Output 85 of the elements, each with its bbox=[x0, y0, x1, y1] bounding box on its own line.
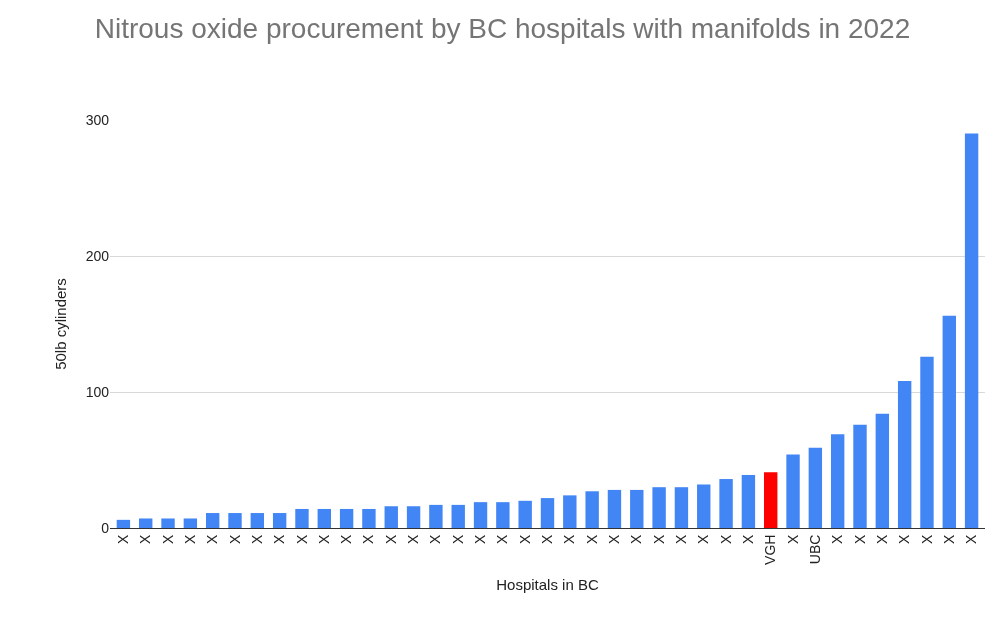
x-tick-label: X bbox=[315, 533, 332, 544]
x-tick-label: X bbox=[539, 533, 556, 544]
bar bbox=[719, 479, 733, 528]
bar bbox=[920, 356, 934, 528]
x-tick-label: X bbox=[137, 533, 154, 544]
bar bbox=[384, 506, 398, 528]
bar bbox=[697, 484, 711, 528]
x-tick-label: X bbox=[405, 533, 422, 544]
x-tick-label: X bbox=[561, 533, 578, 544]
bar bbox=[339, 508, 354, 528]
x-tick-label: X bbox=[427, 533, 444, 544]
bar bbox=[875, 413, 890, 528]
x-tick-label: X bbox=[918, 533, 935, 544]
x-tick-label: X bbox=[248, 533, 265, 544]
bar bbox=[295, 508, 309, 528]
bar bbox=[183, 518, 198, 528]
bar bbox=[853, 424, 867, 528]
x-tick-label: X bbox=[159, 533, 176, 544]
bar bbox=[228, 513, 242, 528]
x-tick-label: X bbox=[963, 533, 980, 544]
x-tick-label: X bbox=[829, 533, 846, 544]
x-tick-label: X bbox=[583, 533, 600, 544]
x-tick-label: VGH bbox=[762, 534, 779, 565]
bar bbox=[942, 315, 956, 528]
bar bbox=[139, 518, 153, 528]
y-tick-label: 100 bbox=[85, 383, 110, 400]
x-tick-label: X bbox=[114, 533, 131, 544]
bar bbox=[964, 133, 979, 528]
x-tick-label: X bbox=[271, 533, 288, 544]
x-tick-label: X bbox=[940, 533, 957, 544]
bar bbox=[362, 508, 376, 528]
bar bbox=[272, 513, 287, 528]
x-tick-label: X bbox=[672, 533, 689, 544]
bar bbox=[451, 504, 465, 528]
x-tick-label: X bbox=[650, 533, 667, 544]
bar bbox=[250, 513, 265, 528]
y-tick-label: 0 bbox=[101, 519, 110, 536]
x-tick-label: X bbox=[226, 533, 243, 544]
x-tick-label: X bbox=[873, 533, 890, 544]
bar bbox=[116, 519, 131, 528]
x-tick-label: X bbox=[293, 533, 310, 544]
bar bbox=[786, 454, 800, 528]
x-tick-label: X bbox=[784, 533, 801, 544]
y-tick-label: 200 bbox=[85, 247, 110, 264]
bar bbox=[830, 434, 845, 528]
bar bbox=[764, 472, 778, 528]
x-tick-label: X bbox=[472, 533, 489, 544]
x-tick-label: UBC bbox=[806, 534, 823, 565]
x-tick-label: X bbox=[449, 533, 466, 544]
bar bbox=[161, 518, 175, 528]
bar bbox=[496, 502, 510, 528]
x-tick-label: X bbox=[717, 533, 734, 544]
bar bbox=[317, 508, 331, 528]
bar bbox=[473, 502, 488, 528]
bar bbox=[563, 495, 577, 528]
x-tick-label: X bbox=[382, 533, 399, 544]
x-tick-label: X bbox=[739, 533, 756, 544]
x-tick-label: X bbox=[204, 533, 221, 544]
x-tick-label: X bbox=[360, 533, 377, 544]
x-tick-label: X bbox=[494, 533, 511, 544]
bar bbox=[652, 487, 666, 528]
bar bbox=[406, 506, 421, 528]
x-tick-label: X bbox=[516, 533, 533, 544]
x-tick-label: X bbox=[181, 533, 198, 544]
x-tick-label: X bbox=[695, 533, 712, 544]
bar bbox=[741, 474, 756, 528]
bar bbox=[585, 491, 599, 528]
x-tick-label: X bbox=[338, 533, 355, 544]
bar bbox=[429, 504, 443, 528]
bar bbox=[607, 489, 622, 528]
bar bbox=[630, 489, 644, 528]
x-tick-label: X bbox=[896, 533, 913, 544]
chart-title: Nitrous oxide procurement by BC hospitals with manifolds in 2022 bbox=[94, 13, 911, 45]
y-axis-title: 50lb cylinders bbox=[51, 278, 69, 370]
x-tick-label: X bbox=[851, 533, 868, 544]
x-axis-title: Hospitals in BC bbox=[496, 575, 599, 593]
bar bbox=[540, 498, 555, 528]
x-tick-label: X bbox=[606, 533, 623, 544]
bar bbox=[897, 381, 912, 528]
bar bbox=[808, 447, 823, 528]
bar bbox=[205, 513, 220, 528]
x-tick-label: X bbox=[628, 533, 645, 544]
bar bbox=[518, 500, 532, 528]
bar bbox=[674, 487, 689, 528]
y-tick-label: 300 bbox=[85, 111, 110, 128]
